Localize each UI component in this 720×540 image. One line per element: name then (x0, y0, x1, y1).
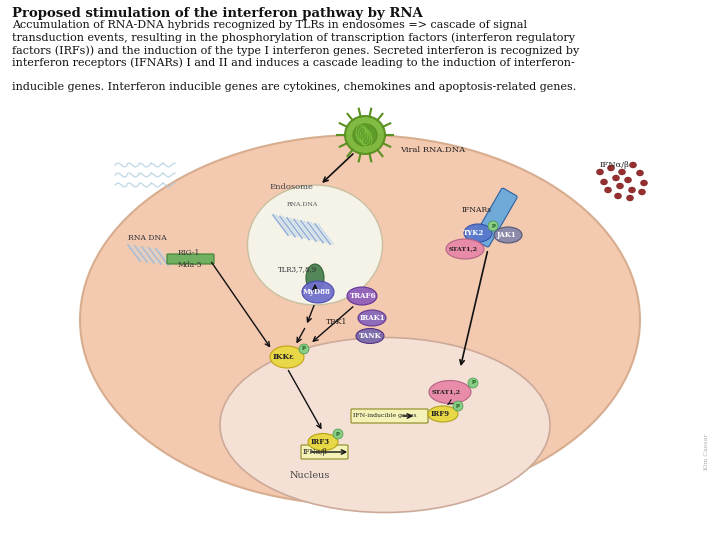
Text: transduction events, resulting in the phosphorylation of transcription factors (: transduction events, resulting in the ph… (12, 32, 575, 43)
Ellipse shape (618, 169, 626, 175)
FancyBboxPatch shape (473, 188, 517, 247)
Ellipse shape (626, 195, 634, 201)
Ellipse shape (616, 183, 624, 189)
Ellipse shape (600, 179, 608, 185)
Ellipse shape (596, 169, 603, 175)
Ellipse shape (80, 135, 640, 505)
Text: interferon receptors (IFNARs) I and II and induces a cascade leading to the indu: interferon receptors (IFNARs) I and II a… (12, 57, 575, 68)
Ellipse shape (608, 165, 614, 171)
Text: RIG-1: RIG-1 (178, 249, 200, 257)
Text: RNA DNA: RNA DNA (128, 234, 167, 242)
Ellipse shape (345, 116, 385, 154)
Text: Endosome: Endosome (270, 183, 314, 191)
Text: Nucleus: Nucleus (290, 470, 330, 480)
Text: P: P (302, 347, 306, 352)
Text: inducible genes. Interferon inducible genes are cytokines, chemokines and apopto: inducible genes. Interferon inducible ge… (12, 83, 576, 92)
Text: IFNARs: IFNARs (462, 206, 492, 214)
Text: P: P (456, 403, 460, 408)
FancyBboxPatch shape (167, 254, 214, 264)
Text: TBK1: TBK1 (326, 318, 347, 326)
Ellipse shape (270, 346, 304, 368)
Text: TANK: TANK (359, 332, 382, 340)
Text: IFN-inducible genes: IFN-inducible genes (353, 414, 417, 418)
Ellipse shape (494, 227, 522, 243)
Ellipse shape (353, 124, 377, 146)
Ellipse shape (464, 224, 492, 242)
Ellipse shape (488, 221, 498, 231)
Ellipse shape (299, 344, 309, 354)
Text: IFNα/β: IFNα/β (303, 448, 328, 456)
Text: TYK2: TYK2 (463, 229, 485, 237)
Ellipse shape (248, 185, 382, 305)
Text: P: P (491, 224, 495, 228)
Ellipse shape (306, 264, 324, 292)
Ellipse shape (356, 328, 384, 343)
Text: STAT1,2: STAT1,2 (432, 389, 461, 395)
Text: P: P (336, 431, 340, 436)
Text: RNA.DNA: RNA.DNA (287, 202, 318, 207)
Ellipse shape (629, 162, 636, 168)
Ellipse shape (428, 406, 458, 422)
Ellipse shape (468, 378, 478, 388)
Ellipse shape (446, 239, 484, 259)
Ellipse shape (605, 187, 611, 193)
Ellipse shape (308, 434, 338, 450)
Ellipse shape (429, 381, 471, 403)
Text: IKKε: IKKε (273, 353, 294, 361)
Text: STAT1,2: STAT1,2 (449, 246, 478, 252)
Ellipse shape (641, 180, 647, 186)
Ellipse shape (639, 189, 646, 195)
Text: JAK1: JAK1 (496, 231, 516, 239)
Ellipse shape (636, 170, 644, 176)
Ellipse shape (302, 281, 334, 303)
Text: IRF3: IRF3 (311, 438, 330, 446)
Text: IFNα/β: IFNα/β (600, 161, 630, 169)
Text: Accumulation of RNA-DNA hybrids recognized by TLRs in endosomes => cascade of si: Accumulation of RNA-DNA hybrids recogniz… (12, 20, 527, 30)
Text: factors (IRFs)) and the induction of the type I interferon genes. Secreted inter: factors (IRFs)) and the induction of the… (12, 45, 580, 56)
Text: Proposed stimulation of the interferon pathway by RNA: Proposed stimulation of the interferon p… (12, 7, 423, 20)
Text: TRAF6: TRAF6 (350, 292, 377, 300)
Text: MyD88: MyD88 (303, 288, 331, 296)
Text: Kim Caesar: Kim Caesar (703, 434, 708, 470)
Ellipse shape (614, 193, 621, 199)
Text: P: P (471, 381, 475, 386)
Ellipse shape (220, 338, 550, 512)
Text: IRAK1: IRAK1 (360, 314, 386, 322)
Ellipse shape (358, 310, 386, 326)
Ellipse shape (624, 177, 631, 183)
FancyBboxPatch shape (301, 445, 348, 459)
Ellipse shape (629, 187, 636, 193)
Ellipse shape (347, 287, 377, 305)
Text: Viral RNA.DNA: Viral RNA.DNA (400, 146, 465, 154)
Text: Mda-5: Mda-5 (178, 261, 202, 269)
FancyBboxPatch shape (351, 409, 428, 423)
Text: IRF9: IRF9 (431, 410, 450, 418)
Text: TLR3,7,8,9: TLR3,7,8,9 (278, 265, 318, 273)
Ellipse shape (453, 401, 463, 411)
Ellipse shape (613, 175, 619, 181)
Ellipse shape (333, 429, 343, 439)
